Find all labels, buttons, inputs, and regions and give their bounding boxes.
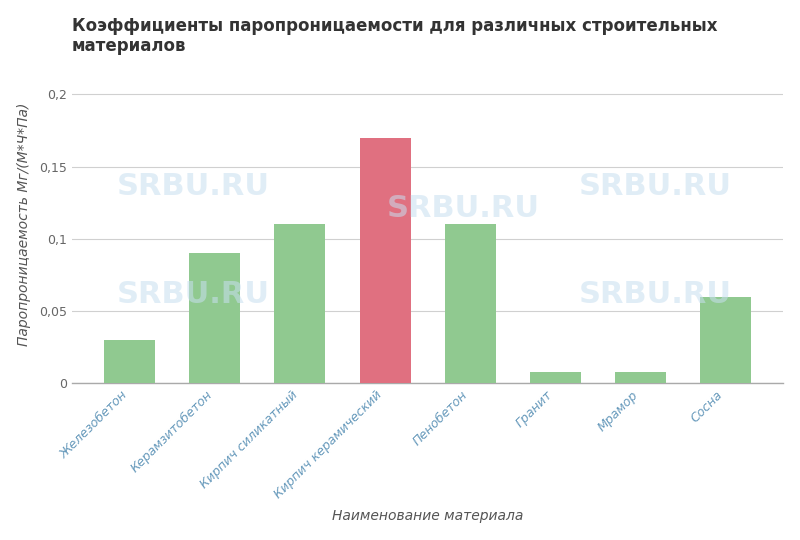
Bar bbox=[104, 340, 155, 383]
Bar bbox=[700, 296, 751, 383]
Text: SRBU.RU: SRBU.RU bbox=[386, 194, 540, 223]
Bar bbox=[615, 372, 666, 383]
Text: Коэффициенты паропроницаемости для различных строительных
материалов: Коэффициенты паропроницаемости для разли… bbox=[72, 17, 718, 56]
Bar bbox=[530, 372, 581, 383]
Text: SRBU.RU: SRBU.RU bbox=[578, 280, 732, 309]
Text: SRBU.RU: SRBU.RU bbox=[116, 172, 270, 201]
Text: SRBU.RU: SRBU.RU bbox=[578, 172, 732, 201]
Bar bbox=[190, 253, 240, 383]
Bar bbox=[445, 224, 496, 383]
Bar bbox=[359, 138, 410, 383]
Bar bbox=[274, 224, 326, 383]
X-axis label: Наименование материала: Наименование материала bbox=[332, 509, 523, 523]
Y-axis label: Паропроницаемость Мг/(М*Ч*Па): Паропроницаемость Мг/(М*Ч*Па) bbox=[17, 103, 30, 346]
Text: SRBU.RU: SRBU.RU bbox=[116, 280, 270, 309]
